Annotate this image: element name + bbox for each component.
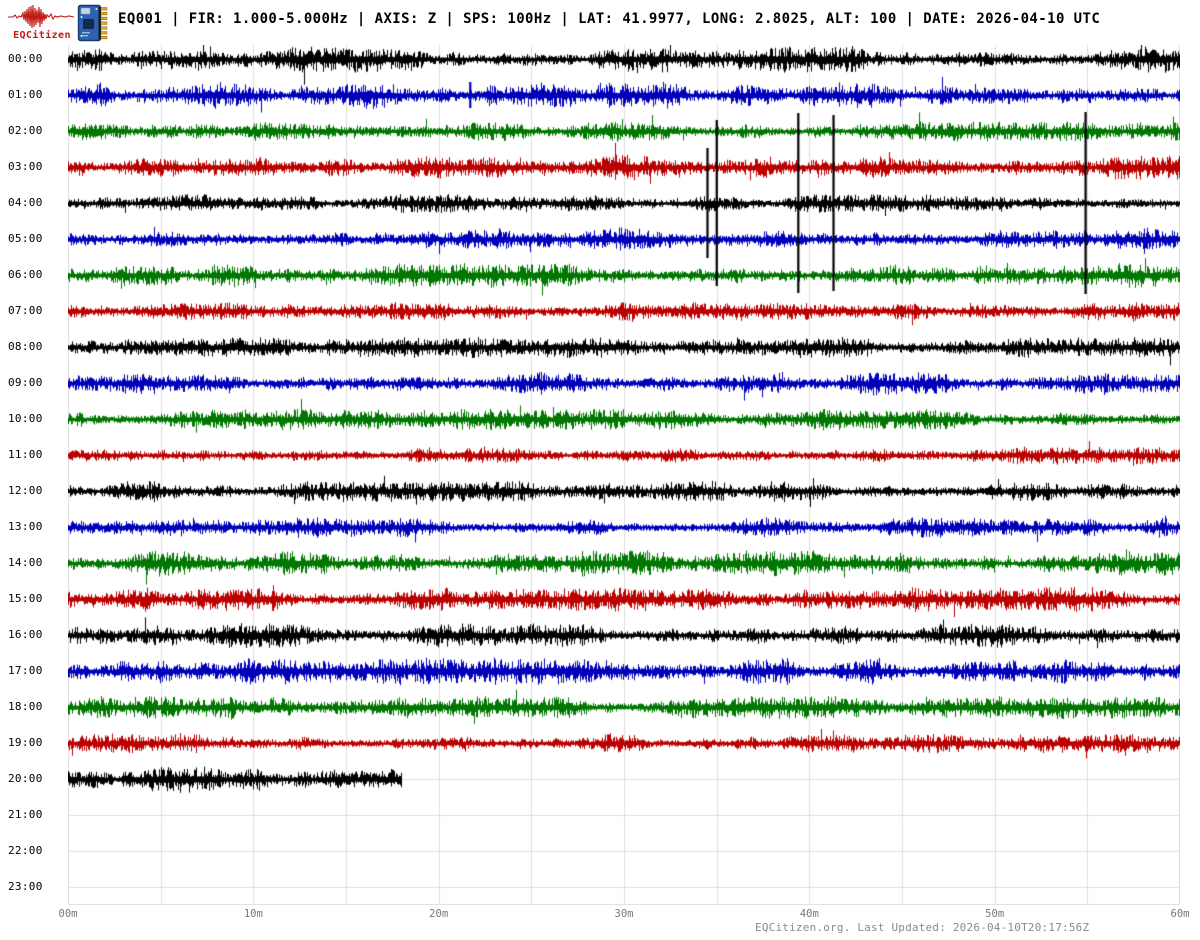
row-label-0600: 06:00	[8, 268, 43, 281]
x-tick-10m: 10m	[243, 908, 263, 920]
row-label-1500: 15:00	[8, 592, 43, 605]
row-label-0800: 08:00	[8, 340, 43, 353]
row-label-0400: 04:00	[8, 196, 43, 209]
row-label-2200: 22:00	[8, 844, 43, 857]
row-label-1700: 17:00	[8, 664, 43, 677]
row-label-0100: 01:00	[8, 88, 43, 101]
row-label-1800: 18:00	[8, 700, 43, 713]
station-info-title: EQ001 | FIR: 1.000-5.000Hz | AXIS: Z | S…	[118, 11, 1101, 27]
seismic-waveform-icon	[8, 4, 74, 29]
x-tick-40m: 40m	[799, 908, 819, 920]
row-label-0000: 00:00	[8, 52, 43, 65]
row-label-0700: 07:00	[8, 304, 43, 317]
footer-last-updated: EQCitizen.org. Last Updated: 2026-04-10T…	[755, 921, 1090, 934]
x-tick-30m: 30m	[614, 908, 634, 920]
row-label-2100: 21:00	[8, 808, 43, 821]
helicorder-canvas	[68, 45, 1180, 905]
x-tick-60m: 60m	[1170, 908, 1190, 920]
x-tick-00m: 00m	[58, 908, 78, 920]
row-label-0200: 02:00	[8, 124, 43, 137]
row-label-0900: 09:00	[8, 376, 43, 389]
row-label-1400: 14:00	[8, 556, 43, 569]
row-label-1600: 16:00	[8, 628, 43, 641]
header-bar: EQCitizen EQ001 | FIR: 1.000-5.000Hz | A…	[0, 0, 1200, 45]
logo-wordmark: EQCitizen	[13, 30, 71, 41]
x-tick-50m: 50m	[985, 908, 1005, 920]
helicorder-plot	[68, 45, 1180, 905]
eqcitizen-logo: EQCitizen	[8, 3, 74, 43]
row-label-0500: 05:00	[8, 232, 43, 245]
row-label-1200: 12:00	[8, 484, 43, 497]
row-label-1100: 11:00	[8, 448, 43, 461]
row-label-2300: 23:00	[8, 880, 43, 893]
row-label-2000: 20:00	[8, 772, 43, 785]
sensor-chip-icon	[77, 4, 108, 42]
row-label-1900: 19:00	[8, 736, 43, 749]
x-tick-20m: 20m	[429, 908, 449, 920]
row-label-1000: 10:00	[8, 412, 43, 425]
row-label-1300: 13:00	[8, 520, 43, 533]
row-label-0300: 03:00	[8, 160, 43, 173]
